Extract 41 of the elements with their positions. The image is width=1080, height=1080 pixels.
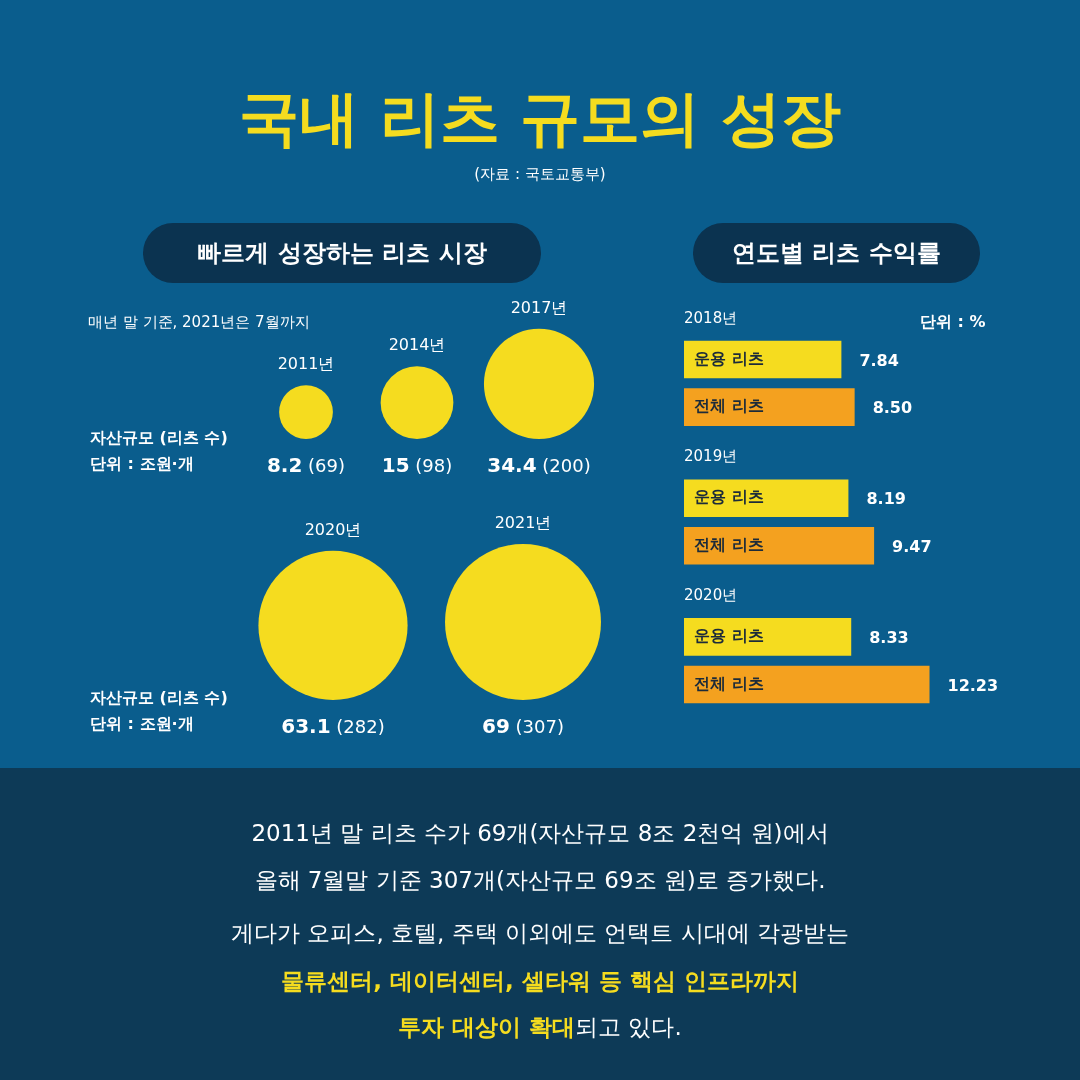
text: 운용 리츠 bbox=[694, 487, 764, 507]
text: 자산규모 (리츠 수) bbox=[90, 688, 228, 709]
data-label: 8.50 bbox=[872, 398, 913, 418]
data-label: 12.23 bbox=[947, 675, 999, 695]
category-label: 2011년 bbox=[277, 354, 335, 374]
category-label: 2014년 bbox=[388, 335, 446, 355]
data-label: 8.19 bbox=[866, 489, 906, 509]
chart-title: 연도별 리츠 수익률 bbox=[693, 223, 980, 283]
text: 매년 말 기준, 2021년은 7월까지 bbox=[88, 313, 310, 332]
text: 빠르게 성장하는 리츠 시장 bbox=[143, 223, 541, 283]
series-label: 운용 리츠 bbox=[694, 626, 764, 646]
text: 단위 : 조원·개 bbox=[90, 454, 194, 475]
y-tick-label: 2020년 bbox=[684, 585, 738, 604]
text: 자산규모 (리츠 수) bbox=[90, 428, 228, 449]
data-label: 8.2 (69) bbox=[266, 453, 346, 478]
category-label: 2017년 bbox=[510, 298, 568, 318]
text: 올해 7월말 기준 307개(자산규모 69조 원)로 증가했다. bbox=[253, 866, 827, 895]
data-label: 9.47 bbox=[892, 536, 932, 556]
text: 운용 리츠 bbox=[694, 348, 764, 368]
text: 물류센터, 데이터센터, 셀타워 등 핵심 인프라까지 bbox=[280, 967, 800, 996]
text: 2011년 말 리츠 수가 69개(자산규모 8조 2천억 원)에서 bbox=[250, 819, 830, 848]
annotation: 단위 : % bbox=[920, 312, 986, 333]
data-label: 63.1 (282) bbox=[281, 714, 385, 739]
data-label: 34.4 (200) bbox=[487, 453, 591, 478]
category-label: 2020년 bbox=[304, 519, 362, 539]
y-tick-label: 2018년 bbox=[684, 308, 738, 327]
series-label: 전체 리츠 bbox=[694, 396, 764, 416]
text: 전체 리츠 bbox=[694, 673, 764, 693]
y-tick-label: 2019년 bbox=[684, 447, 738, 466]
text: 국내 리츠 규모의 성장 bbox=[237, 82, 843, 155]
text: 되고 있다. bbox=[575, 1014, 682, 1040]
text: 게다가 오피스, 호텔, 주택 이외에도 언택트 시대에 각광받는 bbox=[230, 919, 850, 948]
data-label: 69 (307) bbox=[482, 714, 564, 739]
data-label: 7.84 bbox=[859, 350, 899, 370]
category-label: 2021년 bbox=[494, 513, 552, 533]
data-label: 15 (98) bbox=[381, 453, 453, 478]
data-label: 8.33 bbox=[869, 628, 909, 648]
text: 전체 리츠 bbox=[694, 534, 764, 554]
text: 투자 대상이 확대 bbox=[398, 1014, 576, 1040]
text: 단위 : 조원·개 bbox=[90, 714, 194, 735]
text: (자료 : 국토교통부) bbox=[473, 165, 607, 184]
